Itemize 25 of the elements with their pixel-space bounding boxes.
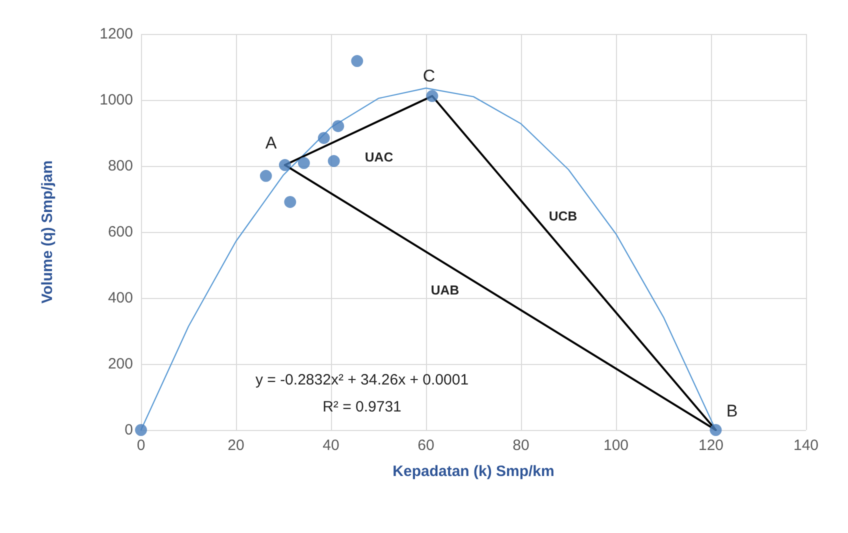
y-tick-label: 200: [108, 356, 133, 372]
y-tick-label: 600: [108, 224, 133, 240]
x-tick-label: 0: [136, 437, 146, 454]
x-axis-title: Kepadatan (k) Smp/km: [392, 463, 554, 480]
annotation: C: [422, 66, 436, 86]
y-tick-label: 1000: [100, 92, 133, 108]
x-tick-label: 20: [228, 437, 244, 454]
annotation: UAC: [364, 150, 394, 164]
annotation: B: [726, 402, 738, 420]
x-tick-label: 100: [603, 437, 629, 454]
annotation: A: [265, 134, 278, 152]
x-tick-label: 120: [698, 437, 724, 454]
annotation: y = -0.2832x² + 34.26x + 0.0001: [255, 372, 469, 388]
x-tick-label: 80: [512, 437, 530, 454]
y-tick-label: 800: [108, 158, 133, 174]
annotation: UCB: [548, 208, 578, 224]
y-axis-title: Volume (q) Smp/jam: [39, 160, 56, 304]
annotation: R² = 0.9731: [322, 398, 402, 416]
y-tick-label: 400: [108, 290, 133, 306]
y-tick-label: 1200: [100, 26, 133, 42]
x-tick-label: 60: [418, 437, 434, 454]
x-tick-label: 140: [793, 437, 819, 454]
y-tick-label: 0: [124, 422, 133, 438]
annotation: UAB: [430, 282, 460, 298]
x-tick-label: 40: [322, 437, 340, 454]
